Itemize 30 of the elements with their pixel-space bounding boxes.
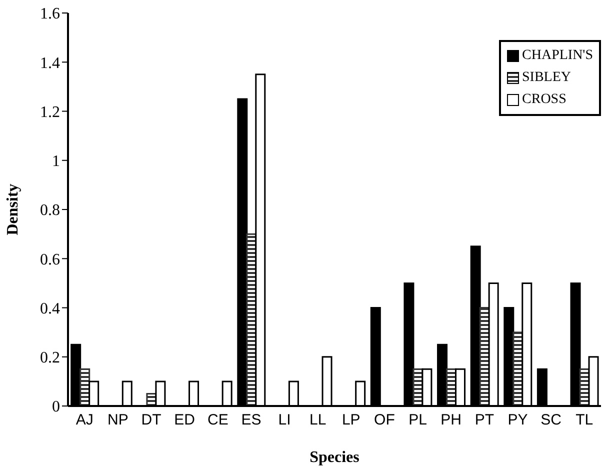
x-tick-label: NP <box>108 412 128 429</box>
legend-label: SIBLEY <box>522 69 572 87</box>
x-tick-label: SC <box>540 412 562 429</box>
y-tick-label: 1.6 <box>40 6 60 23</box>
x-axis-title: Species <box>310 449 360 466</box>
legend-label: CROSS <box>522 91 566 109</box>
x-tick-label: LL <box>310 412 326 429</box>
x-tick-label: ES <box>241 412 262 429</box>
y-tick-label: 0.4 <box>40 300 60 318</box>
y-tick-label: 1.4 <box>40 54 60 72</box>
x-tick-label: CE <box>207 412 228 429</box>
x-tick-label: ED <box>174 412 196 429</box>
x-tick-label: LI <box>278 412 291 429</box>
y-tick-label: 0.6 <box>40 251 60 268</box>
x-tick-label: AJ <box>76 412 94 429</box>
x-tick-label: TL <box>576 412 594 429</box>
y-tick-label: 1 <box>52 153 60 170</box>
y-tick-label: 0.8 <box>40 202 60 220</box>
x-tick-label: LP <box>342 412 360 429</box>
x-tick-label: OF <box>374 412 395 429</box>
legend-label: CHAPLIN'S <box>522 47 593 65</box>
x-tick-label: PH <box>440 412 462 429</box>
x-tick-label: DT <box>141 412 162 429</box>
y-tick-label: 0 <box>52 398 60 416</box>
y-tick-label: 1.2 <box>40 104 60 121</box>
x-tick-label: PT <box>474 412 494 429</box>
x-tick-label: PY <box>508 412 528 429</box>
y-tick-label: 0.2 <box>40 350 60 367</box>
y-axis-title: Density <box>4 184 22 236</box>
x-tick-label: PL <box>408 412 427 429</box>
